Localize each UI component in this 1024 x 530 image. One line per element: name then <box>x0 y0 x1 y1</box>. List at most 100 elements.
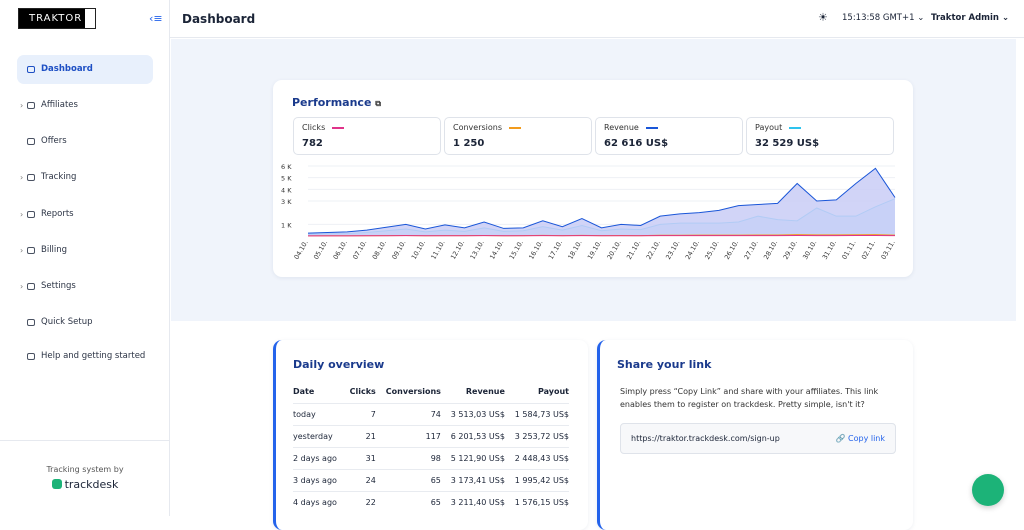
x-tick-label: 10.10. <box>410 239 427 261</box>
menu-label: Quick Setup <box>41 317 92 327</box>
x-tick-label: 12.10. <box>449 239 466 261</box>
table-cell: today <box>293 403 345 425</box>
share-title: Share your link <box>617 358 711 371</box>
chevron: › <box>20 163 23 192</box>
share-card: Share your link Simply press “Copy Link”… <box>597 340 913 530</box>
table-cell: 3 days ago <box>293 469 345 491</box>
menu-icon <box>27 138 35 145</box>
menu-item[interactable]: › Settings <box>17 272 153 301</box>
menu-item[interactable]: › Tracking <box>17 163 153 192</box>
collapse-button[interactable]: ‹≡ <box>149 12 163 25</box>
table-cell: 3 173,41 US$ <box>441 469 505 491</box>
x-tick-label: 03.11. <box>879 239 896 261</box>
x-tick-label: 22.10. <box>645 239 662 261</box>
x-tick-label: 07.10. <box>351 239 368 261</box>
theme-toggle[interactable]: ☀ <box>818 11 828 24</box>
menu-item[interactable]: › Affiliates <box>17 91 153 120</box>
x-tick-label: 08.10. <box>371 239 388 261</box>
menu-item[interactable]: Help and getting started <box>17 342 153 371</box>
x-tick-label: 11.10. <box>429 239 446 261</box>
logo-text: TRAKTOR <box>19 9 85 28</box>
header: Dashboard ☀ 15:13:58 GMT+1 ⌄ Traktor Adm… <box>170 0 1024 38</box>
x-tick-label: 25.10. <box>703 239 720 261</box>
column-header: Revenue <box>441 381 505 403</box>
column-header: Conversions <box>376 381 441 403</box>
share-link: https://traktor.trackdesk.com/sign-up <box>631 434 780 443</box>
menu-label: Tracking <box>41 172 76 182</box>
menu-label: Help and getting started <box>41 351 145 361</box>
x-tick-label: 27.10. <box>742 239 759 261</box>
chevron: › <box>20 272 23 301</box>
chart: 1 K3 K4 K5 K6 K04.10.05.10.06.10.07.10.0… <box>273 80 913 277</box>
menu-item[interactable]: Quick Setup <box>17 308 153 337</box>
page: TRAKTOR ‹≡ Dashboard › Affiliates Offers › Tr… <box>0 0 1024 516</box>
copy-text: Copy link <box>848 434 885 443</box>
menu-label: Affiliates <box>41 100 78 110</box>
menu-item[interactable]: Dashboard <box>17 55 153 84</box>
column-header: Date <box>293 381 345 403</box>
table-cell: 2 448,43 US$ <box>505 447 569 469</box>
menu-label: Offers <box>41 136 67 146</box>
table-cell: 74 <box>376 403 441 425</box>
table-cell: 65 <box>376 469 441 491</box>
menu-icon <box>27 211 35 218</box>
x-tick-label: 20.10. <box>606 239 623 261</box>
menu-label: Reports <box>41 209 74 219</box>
time: 15:13:58 GMT+1 <box>842 13 915 23</box>
x-tick-label: 06.10. <box>332 239 349 261</box>
footer-brand[interactable]: trackdesk <box>0 478 170 491</box>
table-cell: 3 211,40 US$ <box>441 491 505 513</box>
menu-icon <box>27 319 35 326</box>
table-cell: 4 days ago <box>293 491 345 513</box>
menu-item[interactable]: › Billing <box>17 236 153 265</box>
x-tick-label: 01.11. <box>840 239 857 261</box>
chevron: › <box>20 200 23 229</box>
table-cell: yesterday <box>293 425 345 447</box>
x-tick-label: 09.10. <box>390 239 407 261</box>
clock[interactable]: 15:13:58 GMT+1 ⌄ <box>842 13 924 23</box>
table-cell: 21 <box>345 425 376 447</box>
link-box: https://traktor.trackdesk.com/sign-up 🔗 C… <box>620 423 896 454</box>
table-cell: 31 <box>345 447 376 469</box>
menu-icon <box>27 247 35 254</box>
menu-label: Settings <box>41 281 76 291</box>
user-name: Traktor Admin <box>931 13 999 23</box>
menu-icon <box>27 353 35 360</box>
menu-icon <box>27 102 35 109</box>
y-tick-label: 5 K <box>281 175 292 183</box>
table-cell: 7 <box>345 403 376 425</box>
menu-item[interactable]: Offers <box>17 127 153 156</box>
x-tick-label: 17.10. <box>547 239 564 261</box>
table-cell: 6 201,53 US$ <box>441 425 505 447</box>
menu-label: Billing <box>41 245 67 255</box>
table-cell: 65 <box>376 491 441 513</box>
copy-link-button[interactable]: 🔗 Copy link <box>836 424 886 453</box>
share-text: Simply press “Copy Link” and share with … <box>620 385 890 411</box>
menu-item[interactable]: › Reports <box>17 200 153 229</box>
menu-label: Dashboard <box>41 64 93 74</box>
sidebar-footer: Tracking system by trackdesk <box>0 440 170 516</box>
x-tick-label: 24.10. <box>684 239 701 261</box>
user-menu[interactable]: Traktor Admin ⌄ <box>931 13 1009 23</box>
logo[interactable]: TRAKTOR <box>18 8 96 29</box>
chevron: › <box>20 236 23 265</box>
table-cell: 1 995,42 US$ <box>505 469 569 491</box>
column-header: Payout <box>505 381 569 403</box>
table-cell: 2 days ago <box>293 447 345 469</box>
y-tick-label: 3 K <box>281 198 292 206</box>
table-cell: 3 253,72 US$ <box>505 425 569 447</box>
help-fab[interactable] <box>972 474 1004 506</box>
chevron: › <box>20 91 23 120</box>
x-tick-label: 02.11. <box>860 239 877 261</box>
menu-icon <box>27 66 35 73</box>
table-cell: 1 576,15 US$ <box>505 491 569 513</box>
x-tick-label: 05.10. <box>312 239 329 261</box>
